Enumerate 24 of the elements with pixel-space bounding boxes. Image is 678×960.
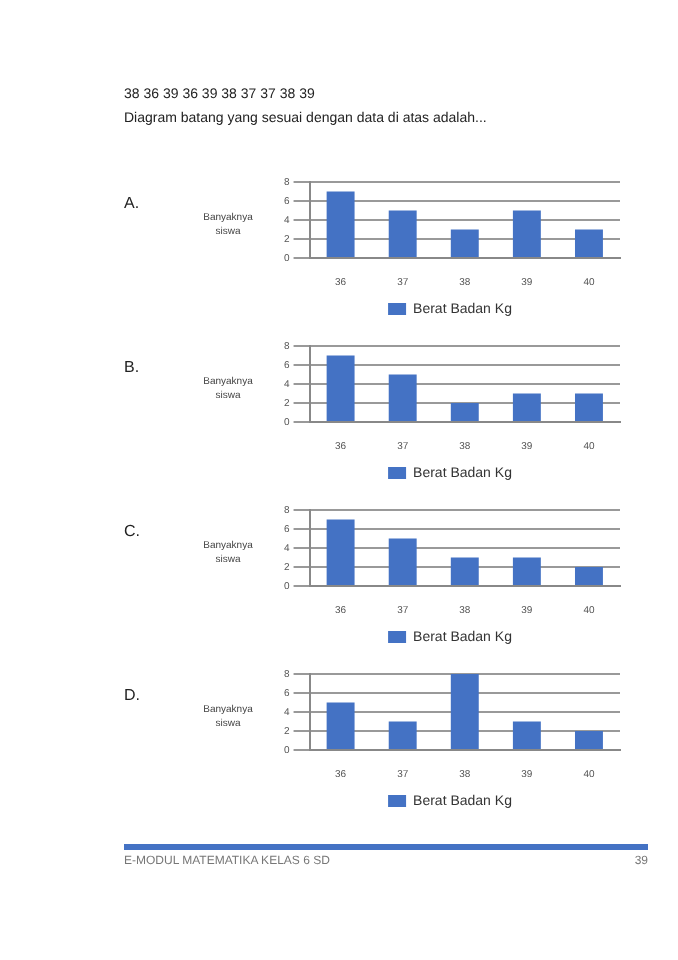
bar <box>512 210 541 257</box>
bar <box>388 721 417 749</box>
bar <box>326 519 355 585</box>
text: C. <box>124 522 140 541</box>
bar <box>326 191 355 257</box>
text: D. <box>124 686 140 705</box>
text: B. <box>124 358 140 377</box>
bar <box>326 702 355 749</box>
bar <box>574 731 603 749</box>
bar <box>574 567 603 585</box>
bar <box>388 538 417 585</box>
bar <box>512 393 541 421</box>
bar <box>388 210 417 257</box>
bar <box>450 403 479 421</box>
bar <box>326 355 355 421</box>
bar <box>574 229 603 257</box>
bar <box>574 393 603 421</box>
bar <box>512 557 541 585</box>
bar <box>450 674 479 749</box>
bar <box>388 374 417 421</box>
text: A. <box>124 194 140 213</box>
bar <box>450 229 479 257</box>
bar <box>512 721 541 749</box>
bar <box>450 557 479 585</box>
